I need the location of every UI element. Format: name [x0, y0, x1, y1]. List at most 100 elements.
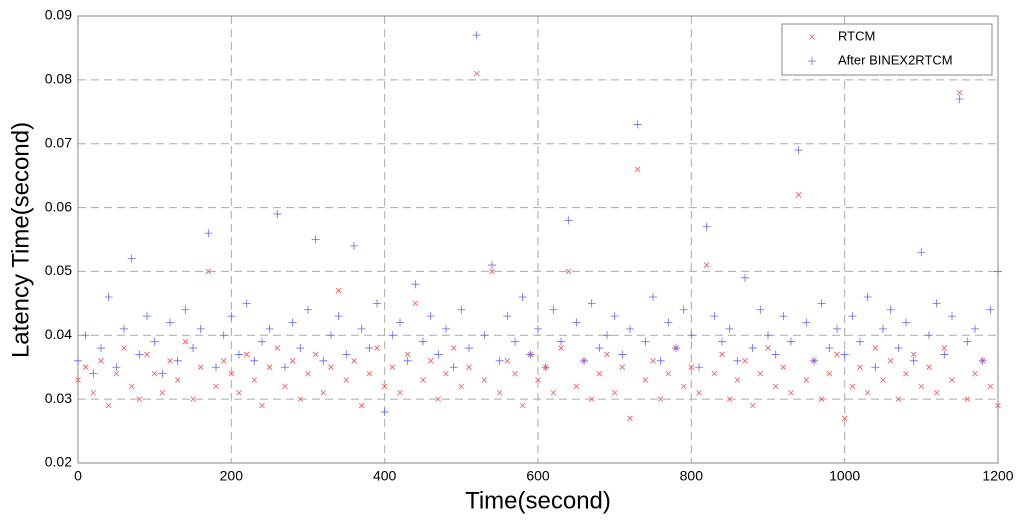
point — [656, 356, 665, 365]
point — [665, 370, 672, 377]
point — [81, 331, 90, 340]
point — [434, 350, 443, 359]
point — [196, 324, 205, 333]
point — [396, 318, 404, 327]
point — [98, 358, 104, 364]
y-axis-label: Latency Time(second) — [7, 122, 34, 358]
y-tick-label: 0.09 — [45, 7, 72, 23]
point — [587, 299, 596, 308]
point — [741, 273, 749, 282]
point — [443, 370, 449, 377]
point — [802, 318, 811, 327]
point — [212, 363, 220, 372]
point — [841, 415, 848, 422]
point — [771, 350, 780, 359]
point — [465, 344, 473, 353]
point — [779, 312, 788, 321]
point — [541, 363, 550, 372]
legend-box — [781, 23, 993, 76]
point — [511, 337, 519, 346]
point — [618, 350, 627, 359]
point — [748, 344, 757, 353]
point — [182, 338, 189, 345]
point — [518, 292, 527, 301]
point — [74, 356, 82, 365]
point — [573, 383, 580, 390]
point — [381, 383, 388, 390]
point — [89, 369, 98, 378]
point — [159, 389, 166, 396]
point — [963, 337, 972, 346]
point — [242, 299, 251, 308]
point — [412, 300, 419, 307]
point — [449, 363, 458, 372]
point — [457, 305, 466, 314]
point — [649, 292, 657, 301]
point — [297, 396, 304, 402]
point — [794, 146, 803, 155]
point — [926, 364, 932, 370]
point — [519, 402, 526, 409]
point — [104, 292, 113, 301]
point — [856, 337, 864, 346]
point — [557, 337, 565, 346]
point — [351, 358, 357, 364]
point — [343, 377, 350, 383]
point — [526, 350, 535, 359]
point — [273, 209, 282, 218]
point — [127, 254, 136, 263]
point — [166, 318, 174, 327]
point — [987, 383, 994, 390]
point — [504, 358, 511, 364]
legend-label: After BINEX2RTCM — [838, 52, 953, 67]
point — [972, 370, 978, 377]
point — [411, 280, 420, 289]
point — [680, 383, 687, 390]
point — [213, 383, 219, 390]
point — [894, 344, 903, 353]
x-tick-label: 600 — [526, 468, 550, 484]
point — [795, 192, 802, 198]
point — [971, 324, 979, 333]
point — [219, 331, 228, 340]
y-tick-label: 0.04 — [45, 326, 72, 342]
point — [925, 331, 933, 340]
point — [357, 324, 366, 333]
point — [895, 396, 902, 402]
point — [633, 120, 642, 129]
y-tick-label: 0.03 — [45, 390, 72, 406]
point — [427, 358, 434, 364]
point — [840, 350, 849, 359]
point — [940, 350, 949, 359]
point — [90, 389, 97, 396]
point — [871, 363, 880, 372]
point — [995, 402, 1001, 409]
x-tick-label: 800 — [680, 468, 704, 484]
point — [327, 331, 335, 340]
point — [128, 383, 135, 390]
point — [749, 402, 756, 409]
point — [535, 377, 541, 383]
point — [150, 337, 159, 346]
point — [228, 370, 235, 377]
point — [144, 351, 150, 358]
point — [610, 312, 619, 321]
point — [803, 377, 810, 383]
point — [596, 370, 603, 377]
point — [902, 318, 910, 327]
point — [903, 370, 909, 377]
point — [572, 318, 581, 327]
point — [136, 396, 143, 402]
y-tick-label: 0.07 — [45, 134, 72, 150]
point — [158, 369, 167, 378]
point — [389, 364, 396, 370]
point — [955, 95, 964, 104]
point — [664, 318, 673, 327]
point — [113, 370, 120, 377]
point — [603, 331, 611, 340]
point — [350, 241, 358, 250]
point — [512, 370, 518, 377]
point — [687, 331, 696, 340]
point — [986, 305, 995, 314]
point — [143, 312, 151, 321]
